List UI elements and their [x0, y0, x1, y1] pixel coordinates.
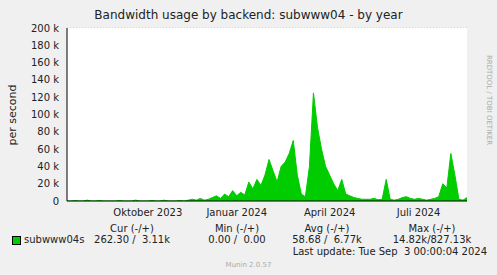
svg-text:April 2024: April 2024 [304, 207, 355, 218]
svg-text:80 k: 80 k [37, 126, 59, 137]
svg-text:0: 0 [53, 196, 59, 207]
svg-text:140 k: 140 k [31, 74, 59, 85]
html-text:Last update: Tue Sep 3 00:00:0: Last update: Tue Sep 3 00:00:04 2024 [292, 246, 487, 257]
html-text:14.82k/827.13k: 14.82k/827.13k [392, 234, 472, 245]
html-text:Cur (-/+): Cur (-/+) [110, 223, 154, 234]
svg-text:Juli 2024: Juli 2024 [396, 207, 440, 218]
svg-text:Januar 2024: Januar 2024 [205, 207, 267, 218]
html-text:Max (-/+): Max (-/+) [408, 223, 456, 234]
html-text:per second: per second [5, 84, 19, 146]
svg-text:20 k: 20 k [37, 178, 59, 189]
html-text:Avg (-/+): Avg (-/+) [304, 223, 350, 234]
svg-text:100 k: 100 k [31, 109, 59, 120]
svg-text:200 k: 200 k [31, 23, 59, 34]
html-text:262.30 / 3.11k: 262.30 / 3.11k [94, 234, 170, 245]
html-text:Bandwidth usage by backend: su: Bandwidth usage by backend: subwww04 - b… [94, 8, 403, 22]
svg-text:180 k: 180 k [31, 40, 59, 51]
svg-text:160 k: 160 k [31, 57, 59, 68]
html-text:RRDTOOL / TOBI OETIKER: RRDTOOL / TOBI OETIKER [485, 54, 493, 146]
html-text:subwww04s: subwww04s [24, 234, 85, 245]
html-text:Min (-/+): Min (-/+) [215, 223, 259, 234]
svg-text:Oktober 2023: Oktober 2023 [113, 207, 182, 218]
html-text:58.68 / 6.77k: 58.68 / 6.77k [292, 234, 362, 245]
svg-text:120 k: 120 k [31, 92, 59, 103]
html-text:Munin 2.0.57: Munin 2.0.57 [225, 261, 272, 269]
svg-text:40 k: 40 k [37, 161, 59, 172]
svg-text:60 k: 60 k [37, 144, 59, 155]
html-text:0.00 / 0.00: 0.00 / 0.00 [208, 234, 266, 245]
